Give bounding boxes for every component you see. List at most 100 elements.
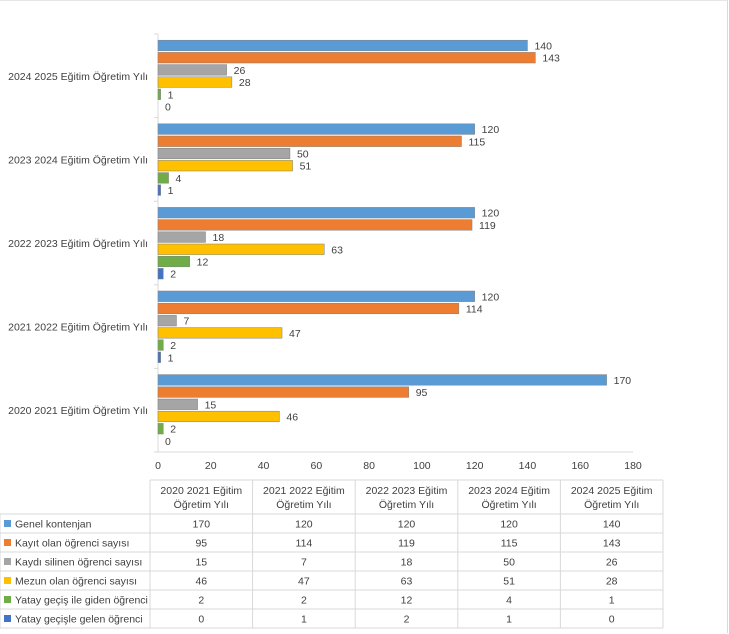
bar [157,339,164,351]
bar [157,219,473,231]
table-header: Öğretim Yılı [174,499,229,511]
table-cell: 15 [195,557,207,569]
table-cell: 0 [198,614,204,626]
bar [157,423,164,435]
bar [157,243,325,255]
table-header: Öğretim Yılı [584,499,639,511]
category-label: 2023 2024 Eğitim Öğretim Yılı [8,154,148,166]
bar [157,135,462,147]
bar [157,302,460,315]
table-cell: 51 [503,576,515,588]
table-cell: 12 [401,595,413,607]
bar [157,351,161,363]
bar [157,290,475,302]
bar [157,374,607,386]
data-label: 2 [170,269,176,281]
data-label: 1 [168,185,174,197]
table-header: 2023 2024 Eğitim [468,485,550,497]
table-cell: 1 [609,595,615,607]
category-label: 2021 2022 Eğitim Öğretim Yılı [8,322,148,334]
bar [157,39,528,52]
bar [157,315,177,327]
bar [157,172,169,184]
data-label: 2 [170,424,176,436]
bar [157,327,283,339]
data-label: 140 [534,41,552,53]
table-cell: 7 [301,557,307,569]
x-tick-label: 40 [258,460,270,472]
bar [157,64,227,76]
table-cell: 140 [603,519,621,531]
table-cell: 170 [193,519,211,531]
table-header: 2024 2025 Eğitim [571,485,653,497]
legend-key [4,577,11,584]
table-cell: 1 [301,614,307,626]
table-cell: 120 [500,519,518,531]
data-label: 7 [183,316,189,328]
table-cell: 120 [398,519,416,531]
legend-key [4,558,11,565]
bar [157,386,409,398]
category-label: 2020 2021 Eğitim Öğretim Yılı [8,405,148,417]
table-cell: 115 [501,538,518,550]
category-label: 2022 2023 Eğitim Öğretim Yılı [8,238,148,250]
x-tick-label: 60 [310,460,322,472]
table-cell: 2 [404,614,410,626]
table-header: Öğretim Yılı [276,499,331,511]
data-label: 28 [239,77,251,89]
table-cell: 120 [295,519,313,531]
data-label: 50 [297,149,309,161]
table-cell: 47 [298,576,310,588]
bar [157,398,198,410]
bar [157,123,475,135]
bar [157,160,293,172]
data-label: 51 [300,161,312,173]
table-cell: 95 [195,538,207,550]
data-label: 143 [542,53,560,65]
legend-key [4,520,11,527]
legend-label: Kaydı silinen öğrenci sayısı [15,557,142,569]
legend-label: Yatay geçiş ile giden öğrenci [15,595,148,607]
x-tick-label: 0 [155,460,161,472]
data-label: 47 [289,328,301,340]
x-tick-label: 100 [413,460,431,472]
data-label: 63 [331,244,343,256]
data-label: 120 [482,291,500,303]
table-cell: 1 [506,614,512,626]
bar [157,184,161,196]
data-label: 46 [286,412,298,424]
data-label: 119 [479,220,496,232]
table-header: 2022 2023 Eğitim [366,485,448,497]
data-label: 0 [165,102,171,114]
legend-label: Mezun olan öğrenci sayısı [15,576,137,588]
legend-key [4,539,11,546]
table-cell: 114 [296,538,313,550]
data-label: 120 [482,208,500,220]
table-cell: 4 [506,595,512,607]
legend-key [4,596,11,603]
table-cell: 28 [606,576,618,588]
data-label: 18 [213,232,225,244]
table-cell: 46 [195,576,207,588]
x-tick-label: 180 [624,460,642,472]
category-label: 2024 2025 Eğitim Öğretim Yılı [8,71,148,83]
table-header: Öğretim Yılı [481,499,536,511]
data-label: 1 [168,89,174,101]
table-header: 2020 2021 Eğitim [160,485,242,497]
data-label: 4 [176,173,182,185]
table-header: 2021 2022 Eğitim [263,485,345,497]
table-header: Öğretim Yılı [379,499,434,511]
table-cell: 0 [609,614,615,626]
table-cell: 50 [503,557,515,569]
data-label: 0 [165,436,171,448]
data-label: 12 [197,257,209,269]
data-label: 26 [234,65,246,77]
data-label: 15 [205,399,217,411]
bar [157,88,161,100]
bar [157,255,190,268]
x-tick-label: 160 [571,460,589,472]
bar [157,76,233,88]
bar [157,268,164,280]
